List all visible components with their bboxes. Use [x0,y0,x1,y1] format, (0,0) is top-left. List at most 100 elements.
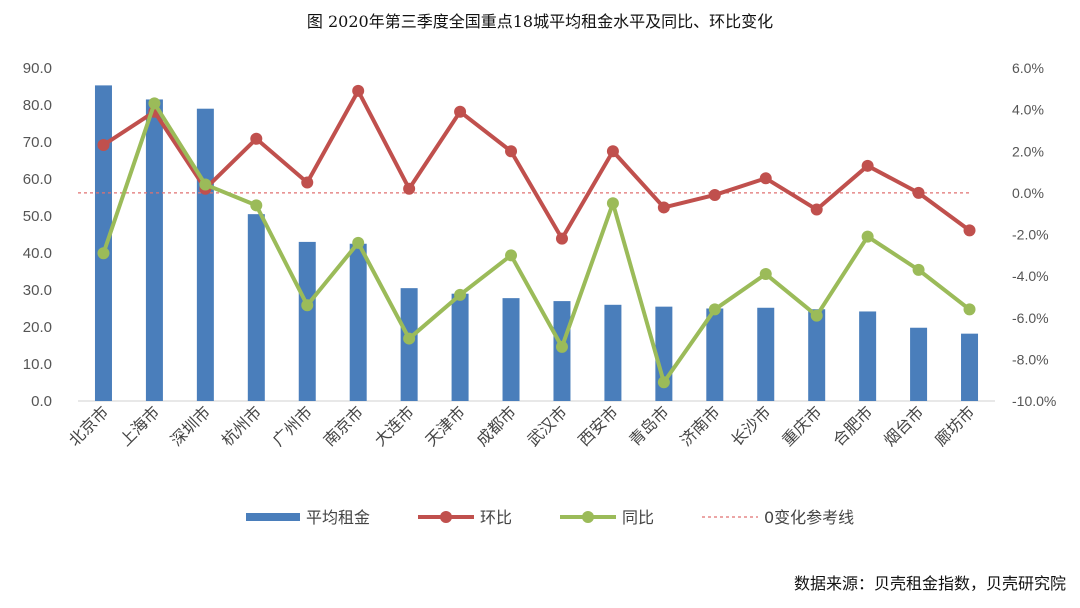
series-point [963,224,976,237]
series-point [352,236,365,249]
series-point [606,197,619,210]
x-axis-tick: 上海市 [116,402,163,449]
series-point [505,249,518,262]
series-point [505,145,518,158]
series-point [810,309,823,322]
legend-marker [440,511,452,523]
left-axis-tick: 80.0 [23,97,52,114]
left-axis-tick: 50.0 [23,208,52,225]
series-point [250,132,263,145]
x-axis-tick: 烟台市 [880,402,927,449]
series-point [912,186,925,199]
bar [247,214,265,401]
x-axis-tick: 成都市 [472,402,519,449]
x-axis-tick: 青岛市 [625,402,672,449]
series-point [454,105,467,118]
x-axis-tick: 武汉市 [523,402,570,449]
series-point [301,299,314,312]
left-axis-tick: 90.0 [23,60,52,77]
series-point [555,232,568,245]
bar [604,304,622,401]
bar [298,241,316,401]
legend-label: 平均租金 [306,508,370,527]
bar [451,293,469,401]
series-point [403,182,416,195]
x-axis-tick: 南京市 [320,402,367,449]
right-axis-tick: 6.0% [1012,60,1044,76]
bar [706,308,724,401]
right-axis-tick: 4.0% [1012,102,1044,118]
left-axis-tick: 40.0 [23,245,52,262]
legend-swatch [246,513,300,521]
series-point [708,303,721,316]
x-axis-tick: 天津市 [422,402,469,449]
series-line [102,88,971,241]
bar [196,108,214,401]
left-axis-tick: 20.0 [23,319,52,336]
left-axis-tick: 10.0 [23,356,52,373]
bar [910,327,928,401]
series-point [810,203,823,216]
left-axis-tick: 60.0 [23,171,52,188]
series-point [403,332,416,345]
bar [400,288,418,401]
left-axis-tick: 0.0 [31,393,52,410]
bar [757,307,775,401]
x-axis-tick: 合肥市 [829,402,876,449]
bar [94,85,112,401]
legend: 平均租金 环比 同比 0变化参考线 [246,508,854,527]
x-axis-tick: 杭州市 [218,402,265,449]
series-point [250,199,263,212]
data-source: 数据来源：贝壳租金指数，贝壳研究院 [793,574,1066,593]
left-axis-tick: 30.0 [23,282,52,299]
x-axis-tick: 深圳市 [167,402,214,449]
x-axis-tick: 广州市 [269,402,316,449]
x-axis-tick: 大连市 [371,402,418,449]
series-point [963,303,976,316]
series-point [912,263,925,276]
left-axis-tick: 70.0 [23,134,52,151]
right-axis-tick: -4.0% [1012,268,1049,284]
bar [349,243,367,401]
series-point [657,376,670,389]
series-point [861,159,874,172]
legend-label: 同比 [622,508,654,527]
line-series [97,84,976,389]
series-point [97,139,110,152]
x-axis-tick: 重庆市 [778,402,825,449]
right-axis-tick: 0.0% [1012,185,1044,201]
x-axis-tick: 西安市 [574,402,621,449]
chart-title: 图 2020年第三季度全国重点18城平均租金水平及同比、环比变化 [306,12,774,31]
series-point [657,201,670,214]
x-axis-tick: 长沙市 [727,402,774,449]
series-point [606,145,619,158]
x-axis-tick: 济南市 [676,402,723,449]
series-point [759,268,772,281]
series-point [352,84,365,97]
legend-marker [582,511,594,523]
axes: 0.0 10.0 20.0 30.0 40.0 50.0 60.0 70.0 80.0 90.0 -… [23,60,1057,450]
right-axis-tick: 2.0% [1012,143,1044,159]
series-point [708,188,721,201]
series-point [454,288,467,301]
series-line [101,101,971,385]
x-axis-tick: 廊坊市 [931,402,978,449]
right-axis-tick: -2.0% [1012,227,1049,243]
bar [502,298,520,401]
legend-label: 环比 [480,508,512,527]
right-axis-tick: -8.0% [1012,351,1049,367]
x-axis-tick: 北京市 [65,402,112,449]
bar [859,311,877,401]
series-point [759,172,772,185]
bar-series [94,85,979,401]
series-point [301,176,314,189]
right-axis-tick: -10.0% [1012,393,1056,409]
series-point [861,230,874,243]
series-point [148,97,161,110]
legend-label: 0变化参考线 [764,508,854,527]
bar [808,309,826,401]
series-point [97,247,110,260]
right-axis-tick: -6.0% [1012,310,1049,326]
series-point [555,340,568,353]
